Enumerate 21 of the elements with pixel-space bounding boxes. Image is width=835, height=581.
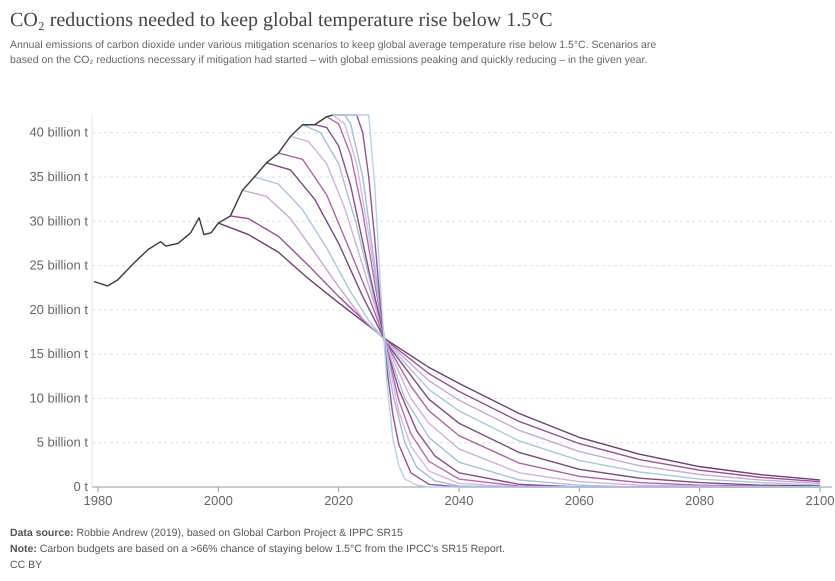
y-tick-label: 30 billion t bbox=[29, 213, 88, 228]
x-tick-label: 2020 bbox=[324, 493, 354, 508]
x-tick-label: 2040 bbox=[444, 493, 474, 508]
y-tick-label: 5 billion t bbox=[36, 434, 88, 450]
x-tick-label: 2100 bbox=[806, 493, 834, 508]
x-tick-label: 2000 bbox=[204, 493, 233, 508]
text: CC BY bbox=[10, 559, 42, 571]
chart-title: CO₂ reductions needed to keep global temperature rise below 1.5°C bbox=[10, 9, 553, 31]
x-tick-label: 1980 bbox=[84, 493, 112, 508]
chart-subtitle: Annual emissions of carbon dioxide under various mitigation scenarios to keep global average temperature rise below 1.5°C. Scenarios are based on the CO₂ reductions necessary if mitigation had started – with global emissions peaking and quickly reducing – in the given year. bbox=[10, 39, 656, 66]
x-tick-label: 2060 bbox=[564, 493, 594, 508]
y-tick-label: 25 billion t bbox=[29, 258, 88, 273]
y-tick-label: 15 billion t bbox=[29, 346, 88, 362]
y-tick-label: 0 t bbox=[74, 479, 88, 494]
x-tick-label: 2080 bbox=[685, 493, 714, 508]
y-tick-label: 10 billion t bbox=[29, 390, 88, 406]
y-tick-label: 35 billion t bbox=[29, 169, 88, 184]
source-note: Data source: Robbie Andrew (2019), based on Global Carbon Project & IPPC SR15 bbox=[10, 527, 403, 539]
y-tick-label: 20 billion t bbox=[29, 302, 88, 317]
text: Note: Carbon budgets are based on a >66% chance of staying below 1.5°C from the IPCC's SR15 Report. bbox=[10, 543, 506, 555]
y-tick-label: 40 billion t bbox=[29, 124, 88, 140]
